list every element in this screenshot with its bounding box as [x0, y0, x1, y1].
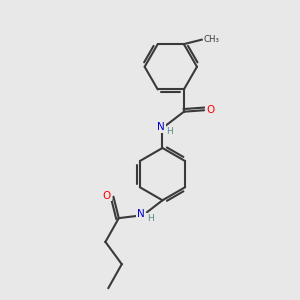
- Text: N: N: [157, 122, 165, 132]
- Text: CH₃: CH₃: [203, 34, 219, 43]
- Text: H: H: [166, 128, 172, 136]
- Text: N: N: [137, 209, 145, 219]
- Text: O: O: [206, 105, 215, 115]
- Text: O: O: [103, 190, 111, 200]
- Text: H: H: [147, 214, 154, 223]
